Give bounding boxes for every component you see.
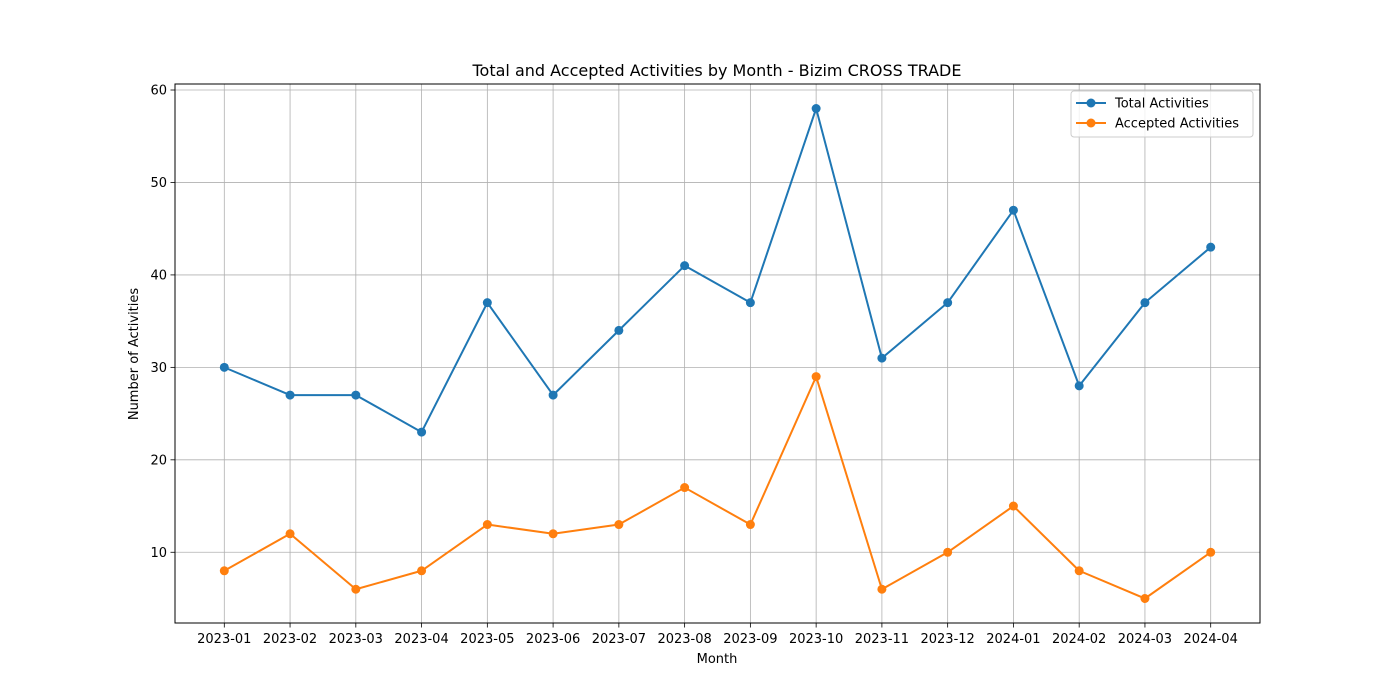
x-tick-label: 2024-04 [1184, 632, 1238, 647]
data-point [614, 520, 624, 530]
data-point [877, 584, 887, 594]
x-tick-label: 2023-08 [657, 632, 711, 647]
series-1 [219, 104, 1216, 437]
data-point [877, 353, 887, 363]
data-point [548, 390, 558, 400]
data-point [811, 372, 821, 382]
data-point [482, 520, 492, 530]
y-tick-label: 40 [150, 268, 167, 283]
y-axis-label: Number of Activities [127, 288, 142, 421]
data-point [943, 547, 953, 557]
data-point [417, 566, 427, 576]
x-tick-label: 2023-07 [592, 632, 646, 647]
data-point [1008, 205, 1018, 215]
y-tick-label: 30 [150, 361, 167, 376]
data-point [548, 529, 558, 539]
data-point [219, 566, 229, 576]
data-point [811, 104, 821, 113]
x-tick-label: 2024-03 [1118, 632, 1172, 647]
data-point [943, 298, 953, 308]
legend-marker [1086, 98, 1096, 108]
data-point [680, 483, 690, 493]
x-tick-label: 2023-02 [263, 632, 317, 647]
data-point [1074, 566, 1084, 576]
series-2 [219, 372, 1216, 603]
data-point [1140, 594, 1150, 603]
x-tick-label: 2023-09 [723, 632, 777, 647]
data-point [1008, 501, 1018, 511]
data-point [680, 261, 690, 271]
x-tick-label: 2024-02 [1052, 632, 1106, 647]
x-tick-label: 2023-10 [789, 632, 843, 647]
plot-frame [174, 83, 1261, 624]
series-line [223, 375, 1212, 600]
data-point [417, 427, 427, 437]
data-point [482, 298, 492, 308]
data-point [285, 390, 295, 400]
x-tick-label: 2023-11 [855, 632, 909, 647]
data-point [1206, 242, 1216, 252]
x-tick-label: 2024-01 [986, 632, 1040, 647]
legend-marker [1086, 118, 1096, 128]
x-tick-label: 2023-01 [197, 632, 251, 647]
y-tick-label: 50 [150, 176, 167, 191]
data-point [351, 390, 361, 400]
data-point [351, 584, 361, 594]
data-point [745, 298, 755, 308]
x-tick-label: 2023-03 [329, 632, 383, 647]
grid-lines [175, 84, 1260, 623]
y-tick-label: 20 [150, 453, 167, 468]
data-point [614, 325, 624, 335]
x-tick-label: 2023-06 [526, 632, 580, 647]
legend-label: Accepted Activities [1115, 117, 1239, 132]
y-tick-label: 60 [150, 84, 167, 99]
legend: Total Activities Accepted Activities [1070, 90, 1254, 138]
series-layer [219, 104, 1216, 603]
data-point [745, 520, 755, 530]
series-line [223, 107, 1212, 434]
data-point [1140, 298, 1150, 308]
data-point [285, 529, 295, 539]
data-point [1206, 547, 1216, 557]
data-point [219, 362, 229, 372]
chart-title: Total and Accepted Activities by Month -… [472, 61, 962, 80]
axis-ticks: 2023-01 2023-02 2023-03 2023-04 2023-05 2023-… [150, 84, 1237, 647]
legend-label: Total Activities [1114, 97, 1209, 112]
x-tick-label: 2023-04 [394, 632, 448, 647]
legend-box [1070, 90, 1254, 138]
x-axis-label: Month [697, 652, 738, 667]
y-tick-label: 10 [150, 546, 167, 561]
x-tick-label: 2023-12 [920, 632, 974, 647]
data-point [1074, 381, 1084, 391]
x-tick-label: 2023-05 [460, 632, 514, 647]
